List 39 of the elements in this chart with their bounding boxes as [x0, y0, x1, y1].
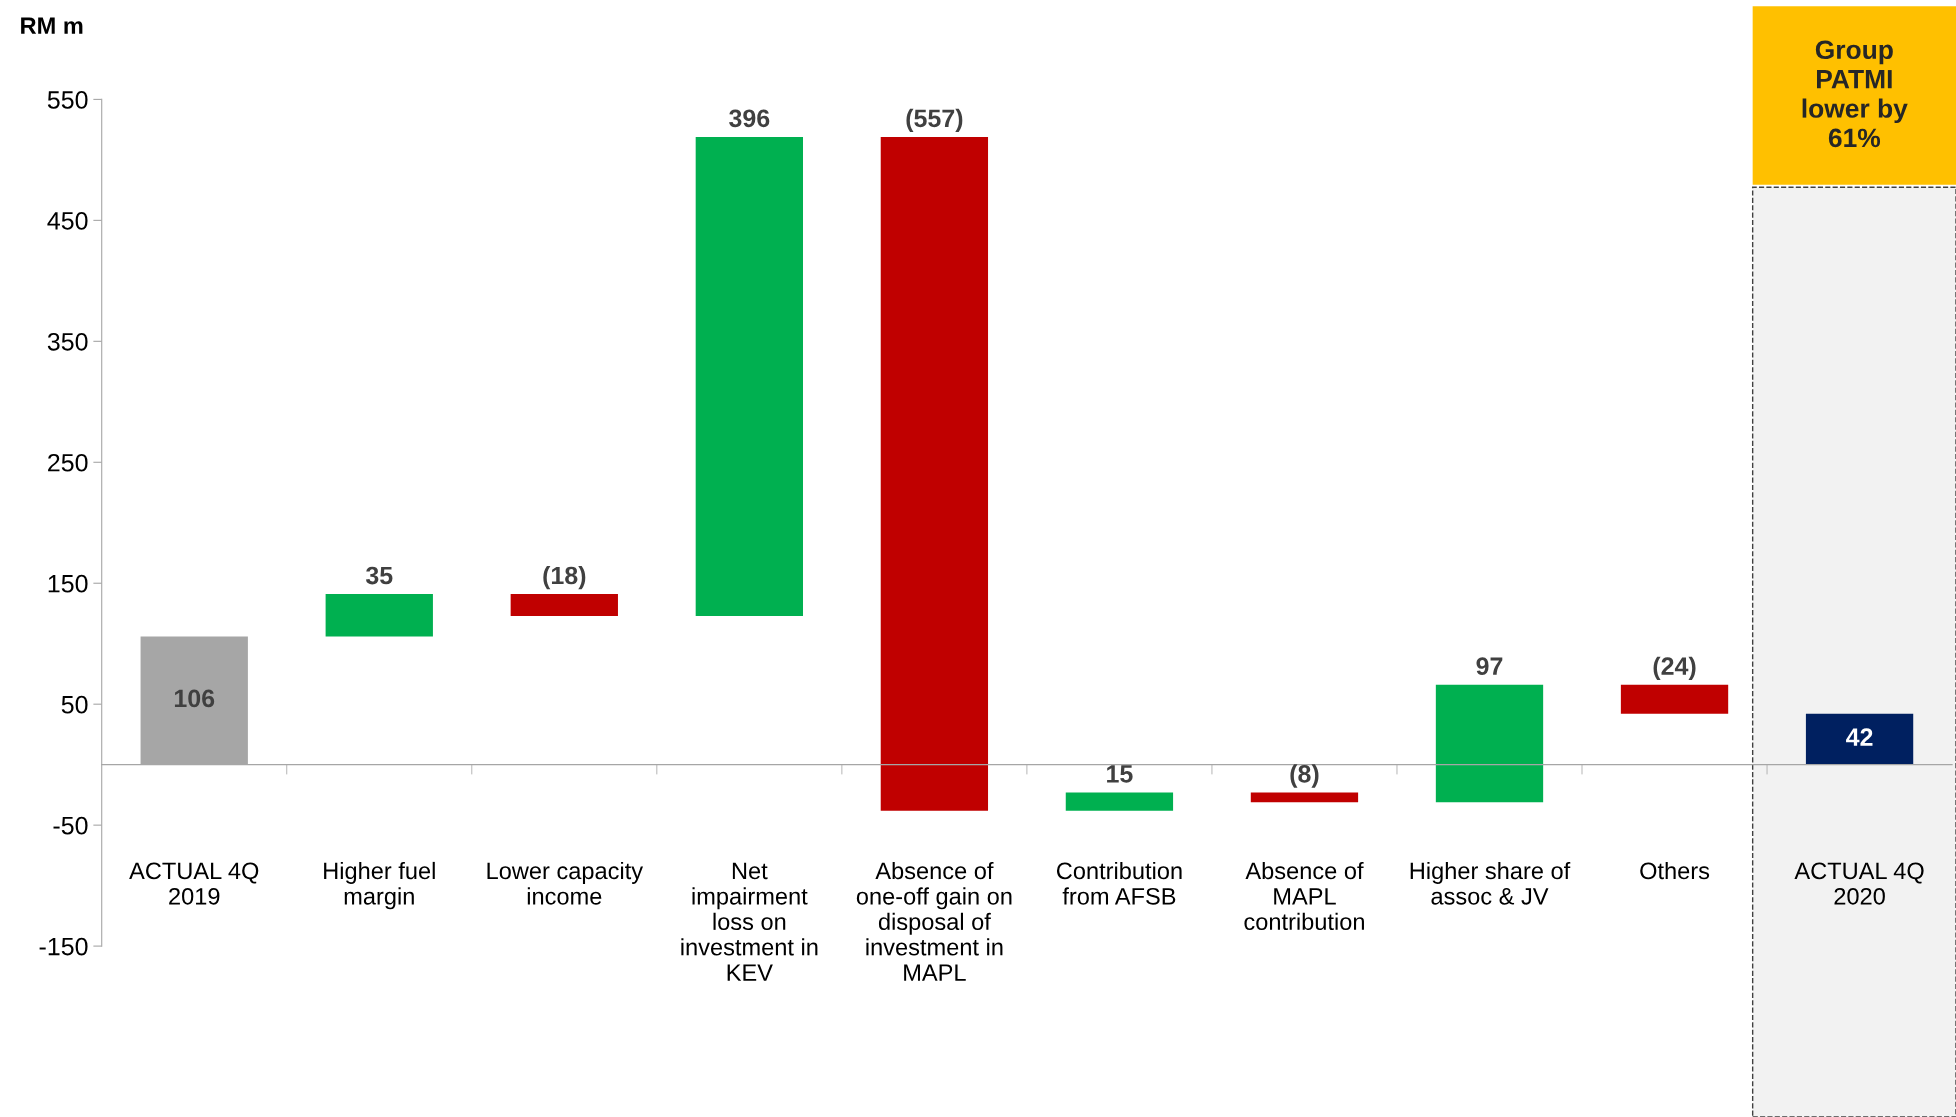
bar	[880, 136, 989, 811]
data-label: 42	[1846, 728, 1873, 746]
bar	[510, 594, 618, 616]
x-tick-label: Absence of one-off gain on disposal of investment in MAPL	[856, 861, 1012, 981]
data-label: (8)	[1290, 764, 1319, 788]
x-tick-label: Lower capacity income	[487, 861, 644, 905]
x-tick-label: Net impairment loss on investment in KEV	[681, 862, 818, 981]
y-tick-label: 450	[47, 211, 88, 230]
x-tick-label: ACTUAL 4Q 2019	[129, 862, 259, 905]
data-label: (557)	[906, 108, 963, 133]
bar	[1805, 713, 1914, 765]
y-tick-label: -50	[53, 816, 88, 835]
bar	[695, 136, 803, 616]
data-label: (18)	[543, 565, 586, 590]
y-tick-label: -150	[39, 937, 88, 956]
y-tick-label: 250	[48, 453, 88, 472]
bar	[1620, 684, 1729, 714]
x-tick-label: Absence of MAPL contribution	[1244, 861, 1364, 931]
data-label: 106	[174, 689, 215, 708]
bar	[1435, 684, 1544, 803]
data-label: (24)	[1653, 656, 1696, 680]
y-tick-label: 50	[61, 695, 88, 714]
x-tick-label: Others	[1640, 861, 1710, 880]
x-tick-label: Higher fuel margin	[324, 861, 435, 910]
bar	[325, 594, 433, 637]
x-tick-label: Contribution from AFSB	[1056, 861, 1182, 905]
y-tick-label: 550	[47, 91, 88, 109]
y-axis-title: RM m	[21, 17, 83, 34]
data-label: 15	[1107, 765, 1133, 783]
y-tick-label: 350	[47, 332, 88, 351]
data-label: 396	[729, 109, 770, 128]
x-tick-label: ACTUAL 4Q 2020	[1794, 862, 1924, 905]
bar	[1250, 792, 1359, 803]
y-tick-label: 150	[48, 574, 88, 593]
annotation: Group PATMI lower by 61%	[1802, 40, 1908, 148]
bar	[1065, 792, 1174, 811]
data-label: 35	[365, 566, 393, 585]
x-tick-label: Higher share of assoc & JV	[1410, 861, 1571, 905]
data-label: 97	[1476, 657, 1503, 676]
